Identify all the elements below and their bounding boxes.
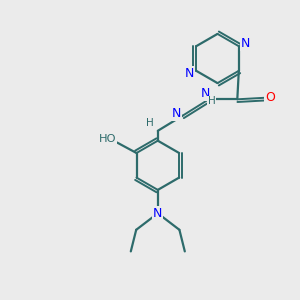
Text: N: N [172,107,181,120]
Text: N: N [153,207,163,220]
Text: O: O [265,91,274,104]
Text: HO: HO [99,134,116,144]
Text: H: H [146,118,153,128]
Text: N: N [200,87,210,101]
Text: H: H [208,96,216,106]
Text: N: N [185,67,194,80]
Text: N: N [241,37,250,50]
